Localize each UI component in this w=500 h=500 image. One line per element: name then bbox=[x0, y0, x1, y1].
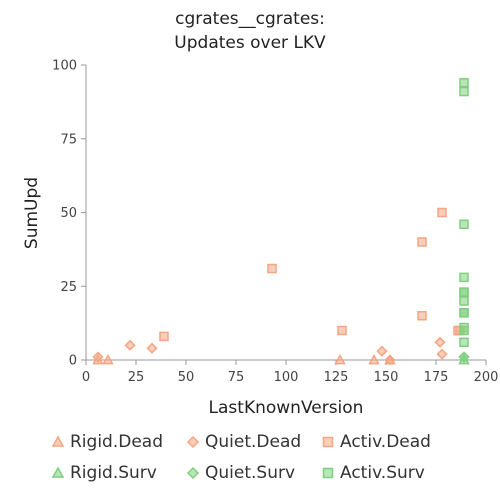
y-tick-label: 100 bbox=[52, 59, 77, 74]
data-point bbox=[460, 273, 468, 281]
legend-marker bbox=[188, 468, 198, 478]
x-tick-label: 75 bbox=[228, 370, 245, 385]
x-tick-label: 150 bbox=[374, 370, 399, 385]
data-point bbox=[418, 238, 426, 246]
data-point bbox=[460, 79, 468, 87]
chart-title-line-1: cgrates__cgrates: bbox=[175, 9, 325, 29]
legend-item: Quiet.Dead bbox=[188, 432, 301, 452]
chart-title-line-2: Updates over LKV bbox=[174, 33, 326, 53]
x-tick-label: 50 bbox=[178, 370, 195, 385]
legend-label: Activ.Dead bbox=[340, 432, 431, 452]
legend-marker bbox=[53, 437, 63, 446]
x-tick-label: 0 bbox=[82, 370, 90, 385]
legend-marker bbox=[324, 438, 333, 447]
data-point bbox=[436, 338, 445, 347]
x-tick-label: 175 bbox=[424, 370, 449, 385]
legend-item: Quiet.Surv bbox=[188, 463, 295, 483]
data-point bbox=[460, 327, 468, 335]
series-activ-dead bbox=[160, 209, 464, 341]
legend-label: Quiet.Dead bbox=[205, 432, 301, 452]
y-axis-title: SumUpd bbox=[22, 177, 42, 249]
legend-item: Rigid.Dead bbox=[53, 432, 163, 452]
legend-marker bbox=[324, 469, 333, 478]
y-tick-label: 25 bbox=[60, 280, 77, 295]
legend-label: Activ.Surv bbox=[340, 463, 425, 483]
data-point bbox=[148, 344, 157, 353]
legend-label: Quiet.Surv bbox=[205, 463, 295, 483]
x-tick-label: 200 bbox=[474, 370, 499, 385]
x-tick-label: 25 bbox=[128, 370, 145, 385]
data-point bbox=[160, 332, 168, 340]
legend-marker bbox=[53, 468, 63, 477]
legend: Rigid.Dead Quiet.Dead Activ.Dead Rigid.Surv… bbox=[53, 432, 431, 483]
legend-item: Activ.Surv bbox=[324, 463, 425, 483]
legend-label: Rigid.Surv bbox=[70, 463, 157, 483]
data-point bbox=[418, 312, 426, 320]
legend-item: Activ.Dead bbox=[324, 432, 431, 452]
data-point bbox=[268, 265, 276, 273]
data-point bbox=[460, 338, 468, 346]
data-point bbox=[438, 350, 447, 359]
y-tick-label: 75 bbox=[60, 132, 77, 147]
data-point bbox=[460, 309, 468, 317]
axes: 0 25 50 75 100 125 150 175 200 0 25 50 75 100 bbox=[52, 59, 498, 386]
legend-label: Rigid.Dead bbox=[70, 432, 163, 452]
data-point bbox=[378, 347, 387, 356]
legend-item: Rigid.Surv bbox=[53, 463, 157, 483]
series-activ-surv bbox=[460, 79, 468, 347]
x-axis-title: LastKnownVersion bbox=[209, 398, 364, 418]
data-point bbox=[460, 288, 468, 296]
data-point bbox=[338, 327, 346, 335]
legend-marker bbox=[188, 437, 198, 447]
y-tick-label: 0 bbox=[69, 354, 77, 369]
x-tick-label: 100 bbox=[274, 370, 299, 385]
x-tick-label: 125 bbox=[324, 370, 349, 385]
y-tick-label: 50 bbox=[60, 206, 77, 221]
data-point bbox=[438, 209, 446, 217]
data-point bbox=[460, 88, 468, 96]
data-point bbox=[460, 220, 468, 228]
data-point bbox=[126, 341, 135, 350]
data-points bbox=[94, 79, 469, 365]
data-point bbox=[460, 297, 468, 305]
